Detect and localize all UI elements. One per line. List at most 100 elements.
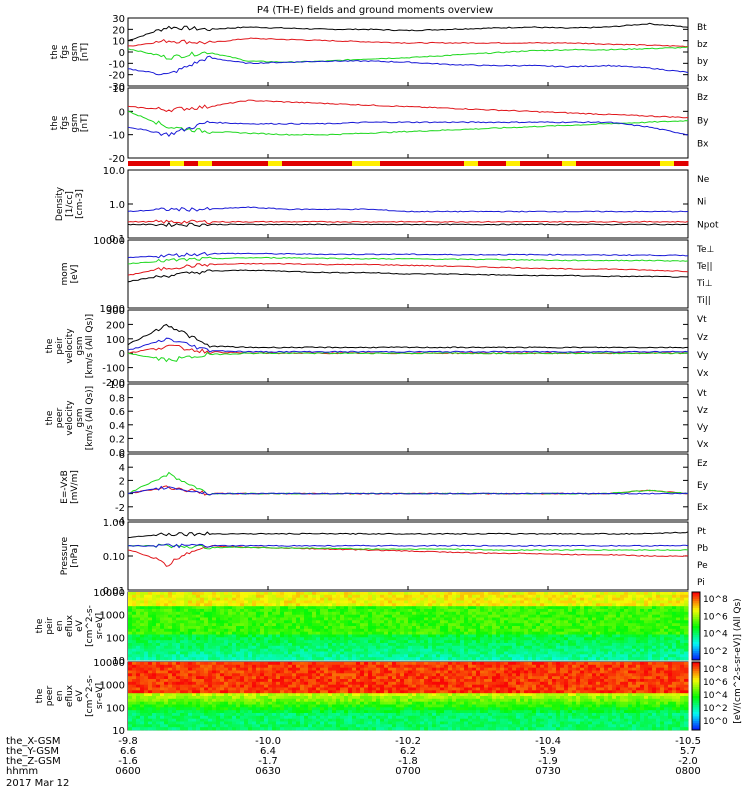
y-tick-label: 4 bbox=[119, 463, 125, 474]
heatmap-cell bbox=[552, 643, 557, 647]
heatmap-cell bbox=[668, 609, 673, 613]
heatmap-cell bbox=[236, 628, 241, 632]
heatmap-cell bbox=[492, 651, 497, 655]
heatmap-cell bbox=[644, 679, 649, 683]
heatmap-cell bbox=[496, 628, 501, 632]
heatmap-cell bbox=[604, 684, 609, 688]
heatmap-cell bbox=[500, 645, 505, 649]
heatmap-cell bbox=[372, 654, 377, 658]
heatmap-cell bbox=[352, 620, 357, 624]
heatmap-cell bbox=[336, 664, 341, 668]
heatmap-cell bbox=[284, 597, 289, 601]
heatmap-cell bbox=[344, 634, 349, 638]
heatmap-cell bbox=[276, 603, 281, 607]
heatmap-cell bbox=[220, 640, 225, 644]
heatmap-cell bbox=[416, 662, 421, 666]
heatmap-cell bbox=[384, 681, 389, 685]
heatmap-cell bbox=[452, 684, 457, 688]
heatmap-cell bbox=[360, 654, 365, 658]
heatmap-cell bbox=[324, 634, 329, 638]
heatmap-cell bbox=[656, 651, 661, 655]
heatmap-cell bbox=[180, 631, 185, 635]
heatmap-cell bbox=[388, 620, 393, 624]
heatmap-cell bbox=[568, 597, 573, 601]
heatmap-cell bbox=[240, 664, 245, 668]
heatmap-cell bbox=[564, 673, 569, 677]
heatmap-cell bbox=[472, 626, 477, 630]
legend-Ez: Ez bbox=[697, 459, 708, 469]
heatmap-cell bbox=[404, 657, 409, 661]
heatmap-cell bbox=[572, 679, 577, 683]
heatmap-cell bbox=[472, 631, 477, 635]
heatmap-cell bbox=[608, 620, 613, 624]
heatmap-cell bbox=[216, 664, 221, 668]
heatmap-cell bbox=[224, 609, 229, 613]
heatmap-cell bbox=[632, 648, 637, 652]
heatmap-cell bbox=[188, 645, 193, 649]
heatmap-cell bbox=[680, 648, 685, 652]
heatmap-cell bbox=[224, 679, 229, 683]
heatmap-cell bbox=[456, 606, 461, 610]
heatmap-cell bbox=[680, 634, 685, 638]
heatmap-cell bbox=[416, 597, 421, 601]
heatmap-cell bbox=[200, 651, 205, 655]
heatmap-cell bbox=[332, 592, 337, 596]
heatmap-cell bbox=[256, 600, 261, 604]
heatmap-cell bbox=[484, 645, 489, 649]
heatmap-cell bbox=[344, 673, 349, 677]
heatmap-cell bbox=[672, 594, 677, 598]
heatmap-cell bbox=[232, 594, 237, 598]
heatmap-cell bbox=[612, 592, 617, 596]
y-axis-label-8: peir bbox=[45, 617, 55, 635]
heatmap-cell bbox=[628, 643, 633, 647]
heatmap-cell bbox=[476, 684, 481, 688]
heatmap-cell bbox=[580, 634, 585, 638]
heatmap-cell bbox=[536, 684, 541, 688]
heatmap-cell bbox=[540, 623, 545, 627]
heatmap-cell bbox=[320, 609, 325, 613]
y-tick-label: -100 bbox=[102, 364, 125, 375]
heatmap-cell bbox=[516, 637, 521, 641]
heatmap-cell bbox=[488, 603, 493, 607]
heatmap-cell bbox=[564, 620, 569, 624]
heatmap-cell bbox=[596, 654, 601, 658]
heatmap-cell bbox=[400, 679, 405, 683]
heatmap-cell bbox=[328, 673, 333, 677]
heatmap-cell bbox=[444, 648, 449, 652]
heatmap-cell bbox=[132, 645, 137, 649]
heatmap-cell bbox=[300, 617, 305, 621]
heatmap-cell bbox=[196, 681, 201, 685]
heatmap-cell bbox=[280, 664, 285, 668]
heatmap-cell bbox=[392, 657, 397, 661]
heatmap-cell bbox=[360, 684, 365, 688]
heatmap-cell bbox=[264, 594, 269, 598]
heatmap-cell bbox=[244, 648, 249, 652]
heatmap-cell bbox=[292, 670, 297, 674]
heatmap-cell bbox=[608, 679, 613, 683]
heatmap-cell bbox=[212, 676, 217, 680]
heatmap-cell bbox=[500, 606, 505, 610]
heatmap-cell bbox=[352, 611, 357, 615]
heatmap-cell bbox=[216, 645, 221, 649]
heatmap-cell bbox=[160, 628, 165, 632]
heatmap-cell bbox=[600, 662, 605, 666]
heatmap-cell bbox=[368, 606, 373, 610]
heatmap-cell bbox=[580, 651, 585, 655]
heatmap-cell bbox=[344, 667, 349, 671]
heatmap-cell bbox=[244, 611, 249, 615]
heatmap-cell bbox=[340, 687, 345, 691]
heatmap-cell bbox=[272, 673, 277, 677]
heatmap-cell bbox=[612, 667, 617, 671]
heatmap-cell bbox=[488, 609, 493, 613]
heatmap-cell bbox=[188, 603, 193, 607]
heatmap-cell bbox=[484, 592, 489, 596]
heatmap-cell bbox=[332, 667, 337, 671]
heatmap-cell bbox=[220, 609, 225, 613]
heatmap-cell bbox=[516, 626, 521, 630]
heatmap-cell bbox=[580, 645, 585, 649]
heatmap-cell bbox=[448, 664, 453, 668]
heatmap-cell bbox=[564, 679, 569, 683]
heatmap-cell bbox=[228, 684, 233, 688]
heatmap-cell bbox=[404, 594, 409, 598]
heatmap-cell bbox=[396, 654, 401, 658]
